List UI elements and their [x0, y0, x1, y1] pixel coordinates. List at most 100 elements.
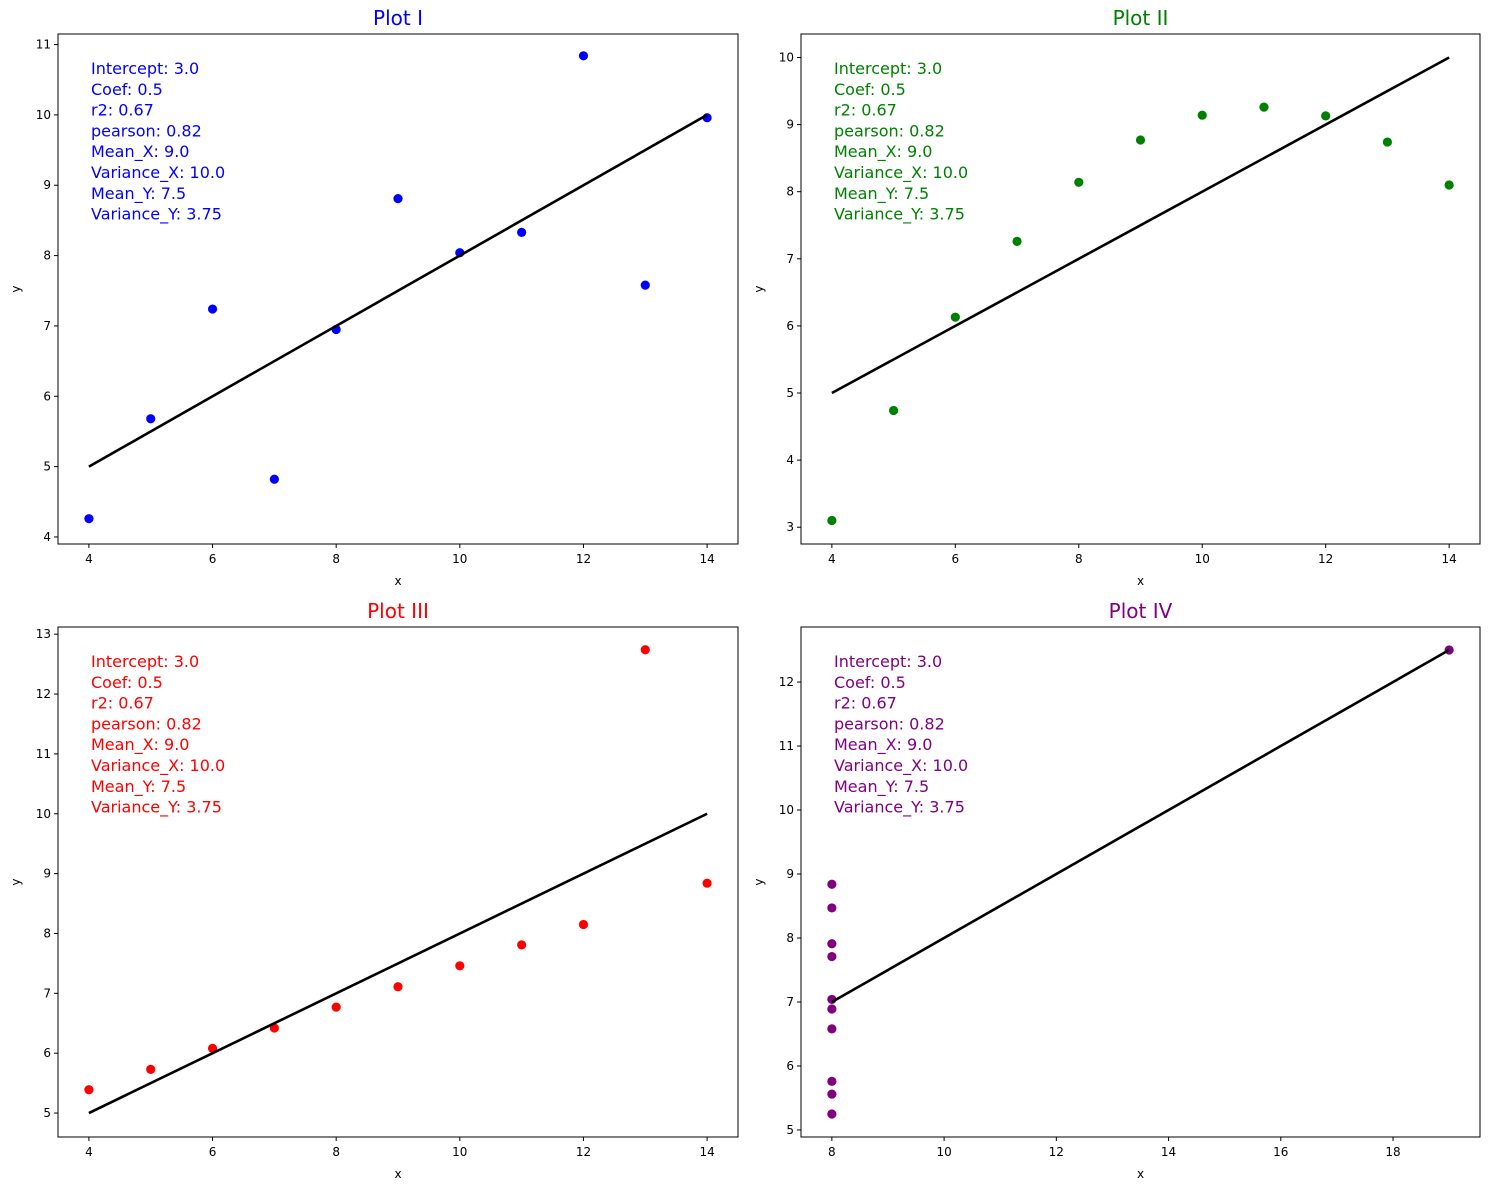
regression-line: [831, 648, 1450, 1004]
stats-line: Variance_Y: 3.75: [91, 205, 222, 225]
x-tick-label: 8: [1075, 552, 1083, 566]
x-tick-label: 10: [936, 1145, 951, 1159]
x-tick-label: 14: [1441, 552, 1456, 566]
subplot-3: Plot III 4 6 8 10 12 14 5 6 7 8 9 10 11 12 13 x y Intercep…: [9, 599, 739, 1181]
stats-line: Coef: 0.5: [834, 80, 906, 99]
stats-line: Intercept: 3.0: [91, 652, 199, 671]
data-point: [1321, 111, 1331, 121]
y-tick-label: 10: [779, 50, 794, 64]
regression-line: [88, 113, 708, 468]
stats-line: Mean_X: 9.0: [834, 735, 932, 755]
y-tick-label: 4: [43, 530, 51, 544]
x-axis-label: x: [394, 1167, 401, 1181]
x-axis-label: x: [1137, 574, 1144, 588]
stats-line: Coef: 0.5: [91, 80, 163, 99]
data-point: [827, 1004, 837, 1014]
y-tick-label: 4: [786, 453, 794, 467]
y-tick-label: 6: [786, 319, 794, 333]
x-tick-label: 12: [576, 552, 591, 566]
y-tick-label: 13: [36, 627, 51, 641]
y-tick-label: 5: [786, 1123, 794, 1137]
y-tick-label: 7: [43, 319, 51, 333]
stats-line: Variance_Y: 3.75: [91, 798, 222, 818]
x-tick-label: 10: [1195, 552, 1210, 566]
x-tick-label: 8: [332, 1145, 340, 1159]
stats-line: Mean_Y: 7.5: [91, 184, 186, 204]
y-tick-label: 5: [43, 460, 51, 474]
data-point: [950, 312, 960, 322]
x-tick-label: 12: [576, 1145, 591, 1159]
stats-line: Coef: 0.5: [834, 673, 906, 692]
data-point: [640, 280, 650, 290]
stats-line: Mean_X: 9.0: [91, 735, 189, 755]
data-point: [517, 227, 527, 237]
x-tick-label: 6: [209, 552, 217, 566]
x-tick-label: 12: [1049, 1145, 1064, 1159]
data-point: [455, 961, 465, 971]
data-point: [1259, 102, 1269, 112]
data-point: [827, 1089, 837, 1099]
y-tick-label: 6: [786, 1059, 794, 1073]
x-axis-label: x: [394, 574, 401, 588]
stats-line: Variance_X: 10.0: [834, 756, 968, 776]
axes-frame: [57, 33, 739, 545]
stats-line: Variance_Y: 3.75: [834, 205, 965, 225]
stats-line: Mean_Y: 7.5: [834, 184, 929, 204]
y-tick-label: 11: [36, 747, 51, 761]
x-tick-label: 12: [1318, 552, 1333, 566]
stats-line: Mean_Y: 7.5: [91, 777, 186, 797]
data-point: [1012, 236, 1022, 246]
x-tick-label: 14: [699, 1145, 714, 1159]
data-point: [146, 414, 156, 424]
x-tick-label: 8: [332, 552, 340, 566]
data-point: [393, 194, 403, 204]
data-point: [1382, 137, 1393, 147]
y-tick-label: 8: [43, 249, 51, 263]
x-tick-label: 10: [452, 1145, 467, 1159]
data-point: [827, 951, 837, 962]
data-point: [827, 515, 837, 526]
subplot-2: Plot II 4 6 8 10 12 14 3 4 5 6 7 8 9 10 x y Intercept: 3.…: [752, 6, 1481, 588]
x-tick-label: 14: [699, 552, 714, 566]
y-tick-label: 8: [786, 185, 794, 199]
y-tick-label: 6: [43, 1046, 51, 1060]
axes-frame: [800, 33, 1481, 545]
y-axis-label: y: [9, 878, 23, 885]
regression-line: [88, 812, 708, 1115]
stats-line: Mean_X: 9.0: [834, 142, 932, 162]
subplot-title: Plot I: [373, 6, 423, 30]
x-tick-label: 16: [1273, 1145, 1288, 1159]
x-tick-label: 18: [1385, 1145, 1400, 1159]
stats-line: r2: 0.67: [91, 694, 154, 713]
subplot-1: Plot I 4 6 8 10 12 14 4 5 6 7 8 9 10 11 x y Intercept: 3.…: [9, 6, 739, 588]
stats-line: Variance_X: 10.0: [91, 163, 225, 183]
data-point: [827, 903, 837, 913]
y-tick-label: 8: [786, 931, 794, 945]
y-tick-label: 11: [36, 38, 51, 52]
subplot-title: Plot II: [1113, 6, 1169, 30]
subplot-4: Plot IV 8 10 12 14 16 18 5 6 7 8 9 10 11 12 x y Intercept…: [752, 599, 1481, 1181]
y-tick-label: 9: [786, 118, 794, 132]
data-point: [888, 405, 899, 416]
data-point: [1074, 177, 1084, 187]
data-point: [578, 919, 589, 930]
y-tick-label: 7: [786, 995, 794, 1009]
data-point: [84, 514, 94, 524]
x-tick-label: 4: [828, 552, 836, 566]
stats-line: Intercept: 3.0: [834, 59, 942, 78]
y-axis-label: y: [9, 285, 23, 292]
x-tick-label: 4: [85, 552, 93, 566]
stats-line: pearson: 0.82: [91, 714, 202, 733]
y-tick-label: 10: [779, 803, 794, 817]
data-point: [146, 1064, 156, 1074]
data-point: [1135, 135, 1146, 145]
stats-line: Mean_X: 9.0: [91, 142, 189, 162]
y-axis-label: y: [752, 285, 766, 292]
y-tick-label: 5: [43, 1106, 51, 1120]
y-tick-label: 12: [779, 675, 794, 689]
data-point: [640, 645, 650, 655]
subplot-title: Plot IV: [1109, 599, 1173, 623]
stats-line: r2: 0.67: [834, 101, 897, 120]
data-point: [827, 1024, 837, 1034]
